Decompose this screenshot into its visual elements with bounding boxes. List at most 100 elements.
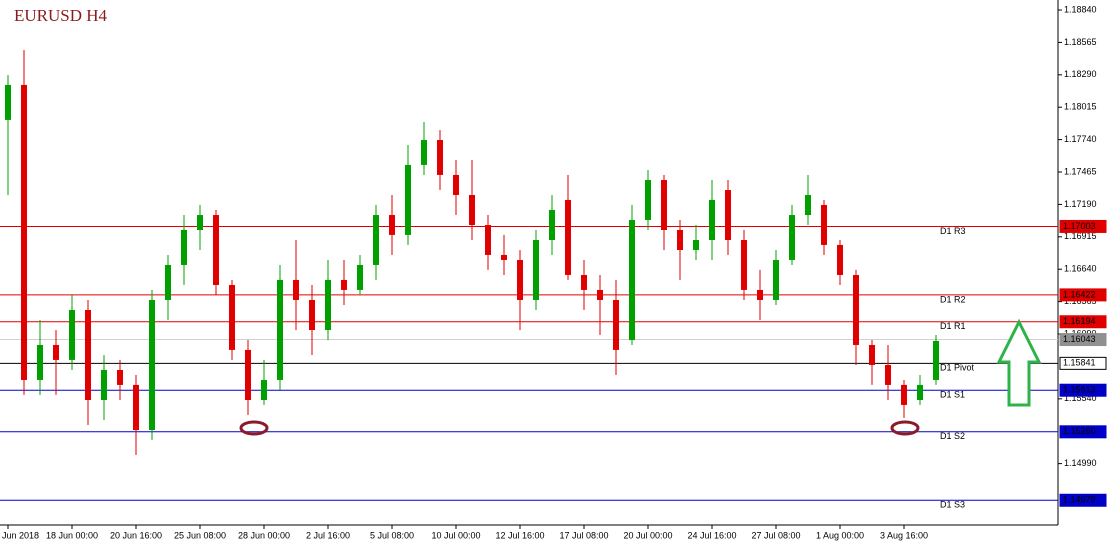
x-tick-label: 28 Jun 00:00 xyxy=(238,530,290,540)
x-tick-label: 20 Jul 00:00 xyxy=(623,530,672,540)
price-box xyxy=(1059,219,1107,233)
candle-body xyxy=(741,239,747,290)
y-tick-label: 1.18015 xyxy=(1064,102,1097,112)
candle-body xyxy=(933,340,939,380)
candle-body xyxy=(501,254,507,261)
candle-body xyxy=(149,299,155,431)
candle-body xyxy=(405,164,411,235)
candle-body xyxy=(69,309,75,360)
x-tick-label: 17 Jul 08:00 xyxy=(559,530,608,540)
candle-body xyxy=(725,190,731,240)
price-box-label: 1.16043 xyxy=(1063,334,1096,344)
price-box xyxy=(1059,315,1107,329)
candle-body xyxy=(821,205,827,245)
candle-body xyxy=(117,369,123,385)
y-tick-label: 1.17740 xyxy=(1064,134,1097,144)
candle-body xyxy=(133,384,139,431)
level-name: D1 S3 xyxy=(940,500,965,510)
candle-body xyxy=(789,215,795,261)
y-tick-label: 1.17190 xyxy=(1064,199,1097,209)
level-name: D1 Pivot xyxy=(940,363,975,373)
candle-body xyxy=(181,229,187,265)
low-marker xyxy=(890,420,920,436)
candle-body xyxy=(549,209,555,240)
candle-body xyxy=(469,194,475,226)
candle-body xyxy=(21,84,27,380)
candle-body xyxy=(757,289,763,300)
candle-body xyxy=(533,239,539,300)
candle-body xyxy=(629,219,635,341)
candle-body xyxy=(517,260,523,300)
candle-body xyxy=(53,344,59,360)
candle-body xyxy=(37,344,43,380)
candle-body xyxy=(357,264,363,290)
candle-body xyxy=(437,139,443,175)
candle-body xyxy=(197,215,203,230)
candle-body xyxy=(309,299,315,331)
candle-body xyxy=(837,244,843,275)
candle-body xyxy=(565,199,571,275)
candle-body xyxy=(693,239,699,251)
level-name: D1 S2 xyxy=(940,431,965,441)
y-tick-label: 1.16915 xyxy=(1064,231,1097,241)
candle-body xyxy=(277,279,283,380)
x-tick-label: 5 Jul 08:00 xyxy=(370,530,414,540)
y-tick-label: 1.15540 xyxy=(1064,393,1097,403)
candle-body xyxy=(485,225,491,255)
candle-body xyxy=(341,279,347,290)
x-tick-label: 24 Jul 16:00 xyxy=(687,530,736,540)
x-tick-label: Jun 2018 xyxy=(2,530,39,540)
y-tick-label: 1.18840 xyxy=(1064,4,1097,14)
x-tick-label: 27 Jul 08:00 xyxy=(751,530,800,540)
x-tick-label: 1 Aug 00:00 xyxy=(816,530,864,540)
candle-body xyxy=(885,365,891,385)
price-box-label: 1.15613 xyxy=(1063,385,1096,395)
level-name: D1 S1 xyxy=(940,390,965,400)
price-box-label: 1.15841 xyxy=(1063,358,1096,368)
price-box xyxy=(1059,493,1107,507)
price-box xyxy=(1059,333,1107,347)
price-box xyxy=(1059,425,1107,439)
candle-body xyxy=(85,309,91,400)
candle-body xyxy=(597,289,603,300)
candle-body xyxy=(213,215,219,286)
x-tick-label: 18 Jun 00:00 xyxy=(46,530,98,540)
candle-body xyxy=(389,215,395,235)
candle-body xyxy=(325,279,331,331)
level-name: D1 R2 xyxy=(940,294,966,304)
y-tick-label: 1.17465 xyxy=(1064,166,1097,176)
candle-body xyxy=(853,274,859,345)
price-box-label: 1.17003 xyxy=(1063,221,1096,231)
price-box xyxy=(1059,288,1107,302)
y-tick-label: 1.18565 xyxy=(1064,37,1097,47)
price-box-label: 1.14679 xyxy=(1063,495,1096,505)
y-tick-label: 1.18290 xyxy=(1064,69,1097,79)
candle-body xyxy=(645,180,651,220)
candle-body xyxy=(5,84,11,120)
candle-body xyxy=(293,279,299,300)
x-tick-label: 25 Jun 08:00 xyxy=(174,530,226,540)
price-box-label: 1.16422 xyxy=(1063,289,1096,299)
candle-body xyxy=(677,229,683,251)
x-tick-label: 12 Jul 16:00 xyxy=(495,530,544,540)
y-tick-label: 1.14990 xyxy=(1064,458,1097,468)
candle-body xyxy=(661,180,667,230)
price-box-label: 1.16194 xyxy=(1063,316,1096,326)
candle-body xyxy=(101,369,107,400)
chart-title: EURUSD H4 xyxy=(14,6,108,25)
x-tick-label: 10 Jul 00:00 xyxy=(431,530,480,540)
low-marker xyxy=(239,420,269,436)
candle-body xyxy=(805,194,811,216)
candle-body xyxy=(453,174,459,195)
price-box xyxy=(1059,356,1107,370)
candle-body xyxy=(581,274,587,290)
candle-body xyxy=(917,384,923,400)
candle-body xyxy=(245,349,251,400)
candle-body xyxy=(869,344,875,366)
y-tick-label: 1.16640 xyxy=(1064,264,1097,274)
x-tick-label: 20 Jun 16:00 xyxy=(110,530,162,540)
candle-body xyxy=(709,199,715,240)
level-name: D1 R3 xyxy=(940,226,966,236)
